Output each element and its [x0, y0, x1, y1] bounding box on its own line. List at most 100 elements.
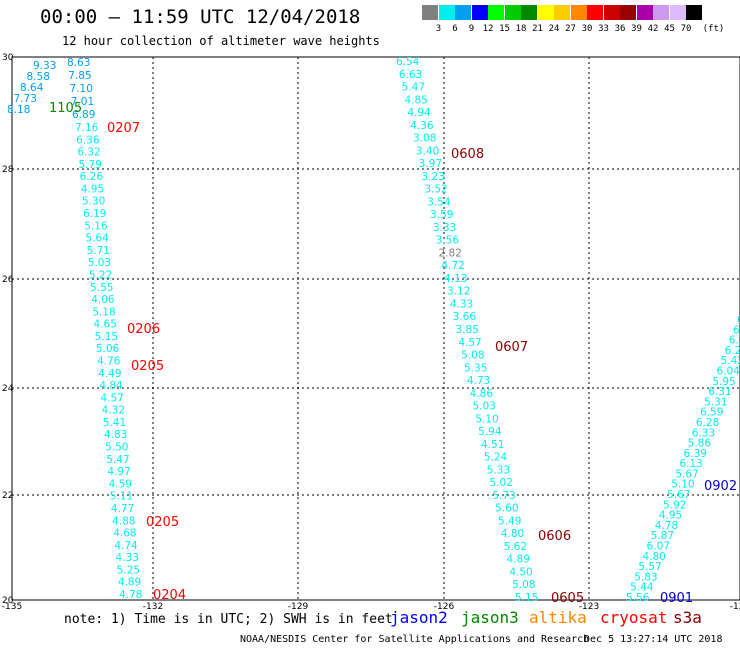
wave-height-value: 4.89	[507, 554, 530, 566]
latitude-tick-label: 20	[2, 596, 14, 606]
legend-label: 39	[631, 24, 642, 34]
satellite-jason3: jason3	[461, 608, 519, 627]
wave-height-value: 5.15	[95, 331, 118, 343]
legend-swatch	[521, 5, 537, 20]
legend-label: 15	[499, 24, 510, 34]
wave-height-value: 4.06	[91, 294, 115, 306]
legend-swatch	[587, 5, 603, 20]
wave-height-value: 7.73	[14, 93, 37, 105]
longitude-tick-label: -135	[2, 602, 22, 610]
wave-height-value: 6.54	[396, 56, 420, 68]
wave-height-value: 4.51	[481, 439, 504, 451]
legend-unit: (ft)	[702, 24, 725, 34]
satellite-jason2: jason2	[390, 608, 448, 627]
legend-label: 42	[647, 24, 659, 34]
wave-height-value: 3.56	[436, 235, 460, 247]
legend-swatch	[438, 5, 455, 20]
wave-height-value: 5.08	[512, 579, 535, 591]
wave-height-value: 5.42	[721, 355, 740, 367]
legend-swatch	[488, 5, 504, 20]
wave-height-value: 3.52	[424, 184, 447, 196]
wave-height-value: 3.85	[456, 324, 479, 336]
altimeter-map: -135 -132 -129 -126 -123 -120 30 28 26 24 22 20 9.33…	[2, 53, 740, 610]
legend-label: 3	[435, 24, 442, 34]
wave-height-value: 5.67	[675, 468, 698, 480]
wave-height-value: 5.79	[78, 159, 101, 171]
legend-swatch	[636, 5, 653, 20]
footer-timestamp: Dec 5 13:27:14 UTC 2018	[584, 634, 723, 645]
pass-time-label: 1105	[49, 101, 82, 116]
wave-height-value: 5.11	[110, 491, 133, 503]
wave-height-value: 5.10	[671, 479, 694, 491]
legend-label: 30	[581, 24, 593, 34]
legend-swatch	[686, 5, 702, 20]
wave-height-value: 5.57	[638, 561, 661, 573]
longitude-tick-label: -123	[579, 602, 599, 610]
wave-height-value: 4.13	[444, 273, 467, 285]
wave-height-value: 5.55	[90, 282, 113, 294]
pass-time-label: 0902	[704, 479, 737, 494]
wave-height-value: 4.73	[467, 375, 490, 387]
legend-swatch	[471, 5, 488, 20]
wave-height-value: 3.23	[422, 171, 445, 183]
pass-time-label: 0606	[538, 529, 571, 544]
wave-height-value: 4.88	[112, 515, 135, 527]
legend-swatch	[603, 5, 620, 20]
note-text: note: 1) Time is in UTC; 2) SWH is in fe…	[64, 612, 393, 627]
wave-height-value: 5.06	[96, 343, 120, 355]
wave-height-value: 6.13	[679, 458, 702, 470]
wave-height-value: 4.78	[119, 589, 142, 601]
legend-label: 70	[680, 24, 692, 34]
wave-height-value: 4.68	[113, 528, 136, 540]
legend-swatch	[570, 5, 587, 20]
wave-height-value: 6.04	[716, 365, 740, 377]
legend-swatch	[554, 5, 570, 20]
wave-height-value: 5.03	[88, 257, 111, 269]
wave-height-value: 4.57	[100, 392, 123, 404]
wave-height-value: 6.17	[737, 314, 740, 326]
wave-height-value: 5.10	[475, 413, 498, 425]
wave-height-value: 6.22	[725, 345, 740, 357]
legend-label: 21	[532, 24, 543, 34]
footer-credit: NOAA/NESDIS Center for Satellite Applica…	[240, 634, 590, 645]
wave-height-value: 5.62	[504, 541, 527, 553]
pass-time-label: 0207	[107, 121, 140, 136]
wave-height-value: 3.54	[427, 196, 451, 208]
wave-height-value: 4.86	[470, 388, 494, 400]
wave-height-value: 5.71	[87, 245, 110, 257]
wave-height-value: 4.95	[659, 510, 682, 522]
wave-height-value: 4.74	[114, 540, 138, 552]
wave-height-value: 6.26	[80, 171, 104, 183]
wave-height-value: 5.25	[117, 564, 140, 576]
latitude-tick-label: 28	[2, 165, 14, 175]
wave-height-value: 4.50	[509, 566, 532, 578]
legend-swatch	[422, 5, 438, 20]
wave-height-value: 5.50	[105, 442, 128, 454]
wave-height-value: 4.33	[450, 298, 473, 310]
wave-height-value: 3.33	[433, 222, 456, 234]
wave-height-value: 5.83	[634, 571, 657, 583]
wave-height-value: 4.89	[118, 577, 141, 589]
wave-height-value: 5.30	[82, 196, 105, 208]
wave-height-value: 6.33	[729, 335, 740, 347]
latitude-tick-label: 22	[2, 491, 13, 501]
satellite-cryosat: cryosat	[600, 608, 668, 627]
longitude-tick-label: -129	[288, 602, 309, 610]
legend-swatch	[669, 5, 686, 20]
pass-time-label: 0206	[127, 322, 160, 337]
wave-height-value: 5.67	[667, 489, 690, 501]
wave-height-value: 8.18	[7, 104, 30, 116]
legend-label: 6	[452, 24, 458, 34]
wave-height-value: 4.83	[104, 429, 127, 441]
wave-height-value: 5.47	[402, 82, 425, 94]
wave-height-value: 6.59	[700, 407, 723, 419]
wave-height-value: 5.02	[490, 477, 513, 489]
wave-height-value: 5.87	[651, 530, 674, 542]
wave-height-value: 4.36	[410, 120, 434, 132]
wave-height-value: 4.84	[99, 380, 123, 392]
wave-height-value: 6.89	[72, 109, 95, 121]
page-subtitle: 12 hour collection of altimeter wave hei…	[62, 34, 380, 48]
wave-height-value: 8.64	[20, 82, 44, 94]
wave-height-value: 4.49	[98, 368, 121, 380]
latitude-tick-label: 26	[2, 275, 14, 285]
